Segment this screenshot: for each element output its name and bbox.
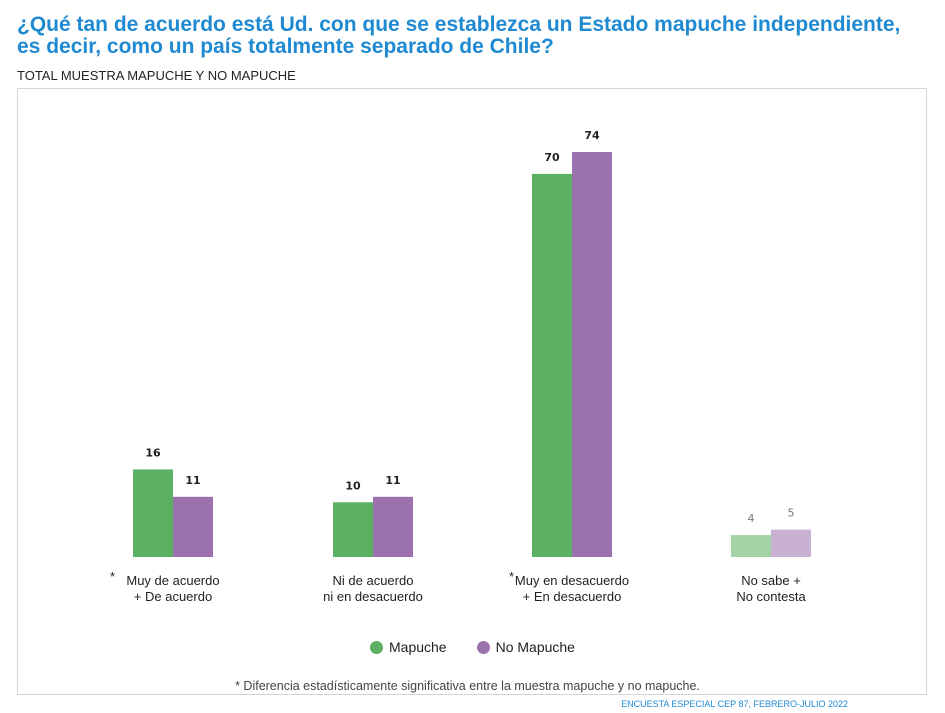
legend-swatch-no-mapuche xyxy=(476,640,490,654)
chart-panel xyxy=(17,88,927,695)
category-label-3: No sabe + No contesta xyxy=(736,573,806,604)
source-note: ENCUESTA ESPECIAL CEP 87, FEBRERO-JULIO … xyxy=(621,699,848,709)
legend-item-no-mapuche: No Mapuche xyxy=(476,639,575,655)
footnote: * Diferencia estadísticamente significat… xyxy=(235,679,700,693)
category-label-0: Muy de acuerdo + De acuerdo xyxy=(126,573,220,604)
bar-mapuche-2 xyxy=(532,173,572,557)
bar-no-mapuche-3 xyxy=(771,529,811,557)
legend-label-no-mapuche: No Mapuche xyxy=(495,639,575,655)
bar-mapuche-3 xyxy=(731,535,771,557)
data-label-mapuche-2: 70 xyxy=(544,151,560,164)
category-label-2: Muy en desacuerdo + En desacuerdo xyxy=(514,573,630,604)
bar-no-mapuche-2 xyxy=(572,152,612,557)
category-label-1: Ni de acuerdo ni en desacuerdo xyxy=(323,573,423,604)
data-label-mapuche-3: 4 xyxy=(748,512,755,525)
data-label-no-mapuche-2: 74 xyxy=(584,129,600,142)
significance-marker-2: * xyxy=(509,569,515,584)
data-label-mapuche-1: 10 xyxy=(345,479,361,492)
data-label-no-mapuche-3: 5 xyxy=(788,507,795,520)
data-label-no-mapuche-0: 11 xyxy=(185,474,200,487)
bar-no-mapuche-1 xyxy=(373,496,413,557)
significance-marker-0: * xyxy=(110,569,116,584)
legend-item-mapuche: Mapuche xyxy=(370,639,447,655)
bar-mapuche-1 xyxy=(333,502,373,557)
data-label-no-mapuche-1: 11 xyxy=(385,474,400,487)
bar-mapuche-0 xyxy=(133,469,173,557)
legend: Mapuche No Mapuche xyxy=(0,639,945,655)
chart-title: ¿Qué tan de acuerdo está Ud. con que se … xyxy=(17,13,901,58)
legend-label-mapuche: Mapuche xyxy=(389,639,447,655)
legend-swatch-mapuche xyxy=(370,640,383,654)
chart-subtitle: TOTAL MUESTRA MAPUCHE Y NO MAPUCHE xyxy=(17,68,296,83)
data-label-mapuche-0: 16 xyxy=(145,446,161,459)
bar-no-mapuche-0 xyxy=(173,496,213,557)
